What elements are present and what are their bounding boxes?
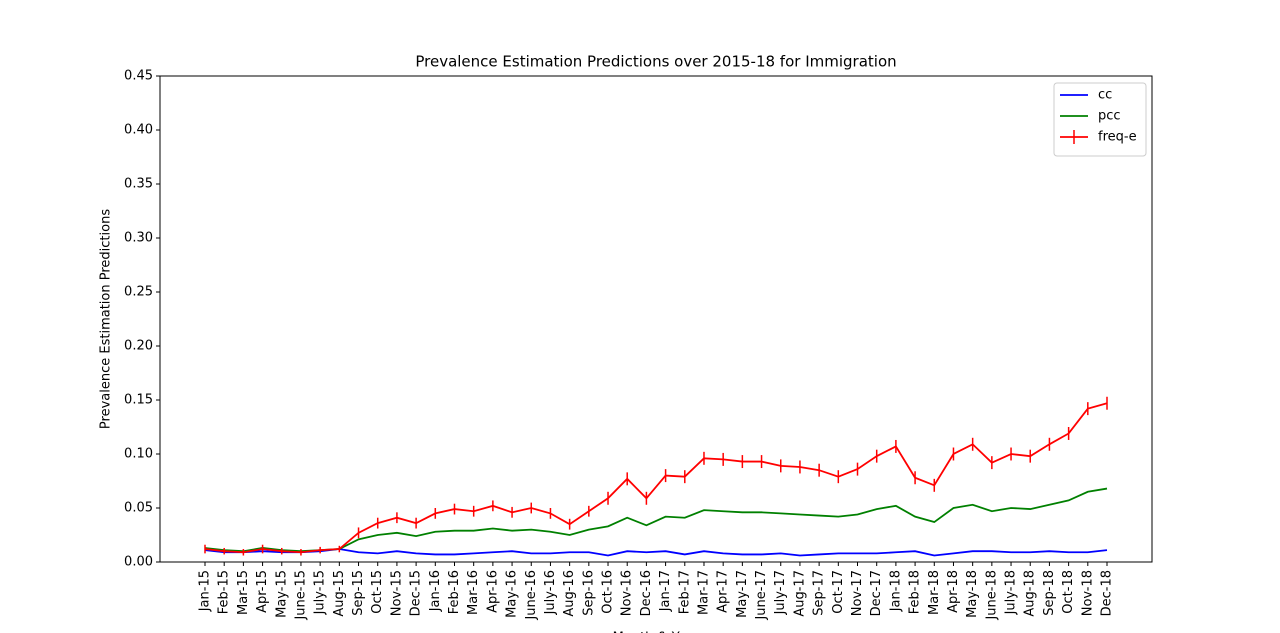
x-tick-label: Nov-17 <box>850 570 865 616</box>
x-tick-label: Sep-17 <box>812 570 827 616</box>
x-tick-label: Sep-15 <box>351 570 366 616</box>
x-tick-label: June-18 <box>984 570 999 621</box>
y-tick-label: 0.00 <box>124 555 153 570</box>
x-tick-label: Jan-17 <box>658 570 673 612</box>
x-tick-label: May-17 <box>735 570 750 618</box>
x-tick-label: Apr-15 <box>255 570 270 613</box>
x-tick-label: July-18 <box>1004 570 1019 615</box>
y-tick-label: 0.10 <box>124 447 153 462</box>
x-tick-label: Aug-18 <box>1023 570 1038 617</box>
y-tick-label: 0.45 <box>124 69 153 84</box>
x-tick-label: Mar-16 <box>466 570 481 615</box>
x-tick-label: July-15 <box>313 570 328 615</box>
x-tick-label: Dec-16 <box>639 570 654 616</box>
x-tick-label: Aug-16 <box>562 570 577 617</box>
x-tick-label: Nov-18 <box>1080 570 1095 616</box>
x-tick-label: Aug-15 <box>332 570 347 617</box>
y-tick-label: 0.20 <box>124 339 153 354</box>
x-tick-label: Oct-17 <box>831 570 846 614</box>
x-tick-label: Jan-15 <box>198 570 213 612</box>
x-tick-label: May-16 <box>505 570 520 618</box>
x-tick-label: Feb-18 <box>908 570 923 614</box>
x-tick-label: Dec-17 <box>869 570 884 616</box>
series-line <box>204 548 1108 557</box>
x-tick-label: May-18 <box>965 570 980 618</box>
y-tick-label: 0.35 <box>124 177 153 192</box>
y-tick-label: 0.05 <box>124 501 153 516</box>
x-tick-label: June-17 <box>754 570 769 621</box>
legend-label: freq-e <box>1098 130 1137 145</box>
plot-frame <box>159 75 1153 563</box>
x-tick-label: Apr-17 <box>716 570 731 613</box>
x-tick-label: Sep-18 <box>1042 570 1057 616</box>
x-axis-label: Month & Year <box>613 631 700 633</box>
x-tick-label: Feb-16 <box>447 570 462 614</box>
x-tick-label: Nov-15 <box>389 570 404 616</box>
x-tick-label: Dec-15 <box>409 570 424 616</box>
x-tick-label: Nov-16 <box>620 570 635 616</box>
x-tick-label: Apr-16 <box>485 570 500 613</box>
x-tick-label: Oct-16 <box>601 570 616 614</box>
x-tick-label: Jan-16 <box>428 570 443 612</box>
y-axis-label: Prevalence Estimation Predictions <box>99 209 114 429</box>
series-line <box>204 487 1108 553</box>
x-tick-label: Apr-18 <box>946 570 961 613</box>
x-tick-label: Jan-18 <box>888 570 903 612</box>
chart-title: Prevalence Estimation Predictions over 2… <box>415 53 896 71</box>
x-tick-label: June-15 <box>293 570 308 621</box>
x-tick-label: Mar-18 <box>927 570 942 615</box>
x-tick-label: July-17 <box>773 570 788 615</box>
x-tick-label: June-16 <box>524 570 539 621</box>
x-tick-label: Oct-18 <box>1061 570 1076 614</box>
x-tick-label: Dec-18 <box>1100 570 1115 616</box>
y-tick-label: 0.25 <box>124 285 153 300</box>
legend-label: pcc <box>1098 109 1121 124</box>
x-tick-label: Mar-17 <box>696 570 711 615</box>
x-tick-label: Feb-15 <box>217 570 232 614</box>
legend-label: cc <box>1098 88 1112 103</box>
series-line <box>204 402 1108 554</box>
x-tick-label: Sep-16 <box>581 570 596 616</box>
x-tick-label: May-15 <box>274 570 289 618</box>
y-tick-label: 0.30 <box>124 231 153 246</box>
x-tick-label: Mar-15 <box>236 570 251 615</box>
y-tick-label: 0.40 <box>124 123 153 138</box>
x-tick-label: July-16 <box>543 570 558 615</box>
x-tick-label: Oct-15 <box>370 570 385 614</box>
x-tick-label: Feb-17 <box>677 570 692 614</box>
y-tick-label: 0.15 <box>124 393 153 408</box>
x-tick-label: Aug-17 <box>792 570 807 617</box>
